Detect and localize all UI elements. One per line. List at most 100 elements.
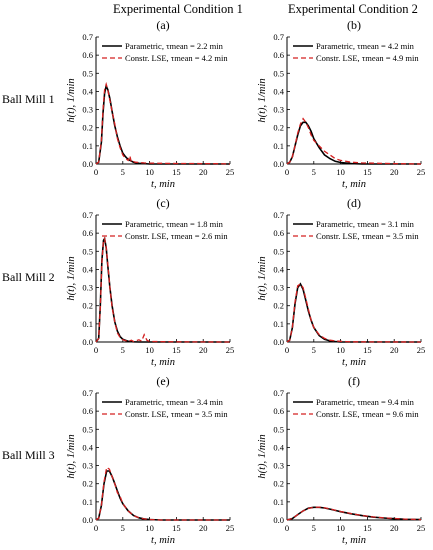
x-tick-label: 10 — [145, 167, 154, 177]
chart-panel-3: (d) 0.0 0.1 0.2 0.3 0.4 0.5 0.6 0.7 0 5 10 15 20 25 t, … — [257, 196, 425, 368]
y-tick-label: 0.1 — [82, 497, 93, 507]
y-tick-label: 0.6 — [82, 228, 93, 238]
x-tick-label: 10 — [336, 523, 345, 533]
y-tick-label: 0.5 — [273, 246, 284, 256]
y-tick-label: 0.6 — [273, 406, 284, 416]
x-tick-label: 5 — [312, 345, 316, 355]
y-tick-label: 0.6 — [82, 50, 93, 60]
y-tick-label: 0.2 — [82, 479, 93, 489]
y-tick-label: 0.7 — [273, 388, 284, 398]
y-axis-label: h(t), 1/min — [66, 256, 77, 300]
y-tick-label: 0.1 — [273, 141, 284, 151]
legend-entry: Constr. LSE, τmean = 2.6 min — [125, 231, 228, 241]
series-line-lse — [95, 466, 230, 521]
row-label-2: Ball Mill 2 — [2, 270, 55, 284]
y-axis-label: h(t), 1/min — [257, 256, 268, 300]
y-tick-label: 0.0 — [82, 337, 93, 347]
y-tick-label: 0.4 — [82, 264, 93, 274]
y-axis-label: h(t), 1/min — [66, 434, 77, 478]
y-axis-label: h(t), 1/min — [257, 434, 268, 478]
x-tick-label: 5 — [312, 523, 316, 533]
y-axis-label: h(t), 1/min — [66, 78, 77, 122]
column-title-2: Experimental Condition 2 — [288, 2, 418, 16]
x-tick-label: 20 — [390, 523, 399, 533]
x-tick-label: 15 — [363, 523, 372, 533]
y-tick-label: 0.7 — [82, 32, 93, 42]
row-label-1: Ball Mill 1 — [2, 92, 55, 106]
y-tick-label: 0.1 — [273, 497, 284, 507]
x-tick-label: 25 — [226, 167, 235, 177]
y-tick-label: 0.2 — [273, 479, 284, 489]
panel-label: (f) — [348, 374, 360, 388]
x-tick-label: 20 — [199, 167, 208, 177]
series-line-lse — [286, 506, 422, 521]
x-tick-label: 15 — [172, 523, 181, 533]
legend-entry: Constr. LSE, τmean = 3.5 min — [125, 409, 228, 419]
y-tick-label: 0.3 — [273, 461, 284, 471]
series-line-parametric — [286, 282, 421, 343]
x-axis-label: t, min — [151, 357, 175, 368]
row-label-3: Ball Mill 3 — [2, 448, 55, 462]
legend-entry: Constr. LSE, τmean = 4.9 min — [316, 53, 419, 63]
chart-panel-1: (b) 0.0 0.1 0.2 0.3 0.4 0.5 0.6 0.7 0 5 10 15 20 25 t, … — [257, 18, 425, 190]
y-tick-label: 0.0 — [273, 515, 284, 525]
column-title-1: Experimental Condition 1 — [113, 2, 243, 16]
y-tick-label: 0.5 — [273, 68, 284, 78]
x-tick-label: 0 — [285, 523, 289, 533]
y-tick-label: 0.0 — [82, 515, 93, 525]
x-tick-label: 0 — [285, 167, 289, 177]
series-line-lse — [286, 283, 422, 343]
y-tick-label: 0.0 — [82, 159, 93, 169]
x-tick-label: 25 — [417, 345, 426, 355]
y-tick-label: 0.7 — [273, 32, 284, 42]
series-line-parametric — [286, 506, 422, 521]
x-tick-label: 25 — [417, 523, 426, 533]
y-tick-label: 0.2 — [82, 123, 93, 133]
x-tick-label: 5 — [121, 345, 125, 355]
chart-panel-4: (e) 0.0 0.1 0.2 0.3 0.4 0.5 0.6 0.7 0 5 10 15 20 25 t, … — [66, 374, 234, 546]
x-tick-label: 10 — [336, 345, 345, 355]
y-tick-label: 0.4 — [273, 86, 284, 96]
legend-entry: Parametric, τmean = 9.4 min — [316, 397, 415, 407]
x-tick-label: 25 — [226, 345, 235, 355]
y-tick-label: 0.3 — [273, 283, 284, 293]
y-tick-label: 0.6 — [82, 406, 93, 416]
x-tick-label: 5 — [312, 167, 316, 177]
x-tick-label: 10 — [336, 167, 345, 177]
y-tick-label: 0.4 — [82, 442, 93, 452]
legend-entry: Constr. LSE, τmean = 4.2 min — [125, 53, 228, 63]
y-tick-label: 0.5 — [273, 424, 284, 434]
x-tick-label: 10 — [145, 345, 154, 355]
y-tick-label: 0.3 — [82, 283, 93, 293]
y-tick-label: 0.1 — [82, 319, 93, 329]
legend-entry: Constr. LSE, τmean = 9.6 min — [316, 409, 419, 419]
y-tick-label: 0.4 — [273, 442, 284, 452]
x-axis-label: t, min — [342, 357, 366, 368]
y-tick-label: 0.7 — [82, 210, 93, 220]
x-tick-label: 25 — [226, 523, 235, 533]
x-tick-label: 0 — [285, 345, 289, 355]
y-tick-label: 0.2 — [273, 123, 284, 133]
x-tick-label: 0 — [94, 523, 98, 533]
y-tick-label: 0.5 — [82, 68, 93, 78]
legend-entry: Constr. LSE, τmean = 3.5 min — [316, 231, 419, 241]
chart-panel-2: (c) 0.0 0.1 0.2 0.3 0.4 0.5 0.6 0.7 0 5 10 15 20 25 t, … — [66, 196, 234, 368]
x-tick-label: 25 — [417, 167, 426, 177]
x-tick-label: 5 — [121, 167, 125, 177]
x-axis-label: t, min — [151, 179, 175, 190]
y-tick-label: 0.0 — [273, 337, 284, 347]
y-tick-label: 0.2 — [82, 301, 93, 311]
y-tick-label: 0.1 — [273, 319, 284, 329]
x-tick-label: 15 — [172, 167, 181, 177]
series-line-parametric — [95, 470, 230, 521]
series-line-lse — [95, 81, 231, 165]
series-line-parametric — [95, 83, 230, 165]
x-tick-label: 0 — [94, 345, 98, 355]
panel-label: (a) — [156, 18, 169, 32]
x-tick-label: 15 — [172, 345, 181, 355]
x-tick-label: 20 — [390, 345, 399, 355]
panel-label: (c) — [156, 196, 169, 210]
legend-entry: Parametric, τmean = 1.8 min — [125, 219, 224, 229]
x-tick-label: 0 — [94, 167, 98, 177]
